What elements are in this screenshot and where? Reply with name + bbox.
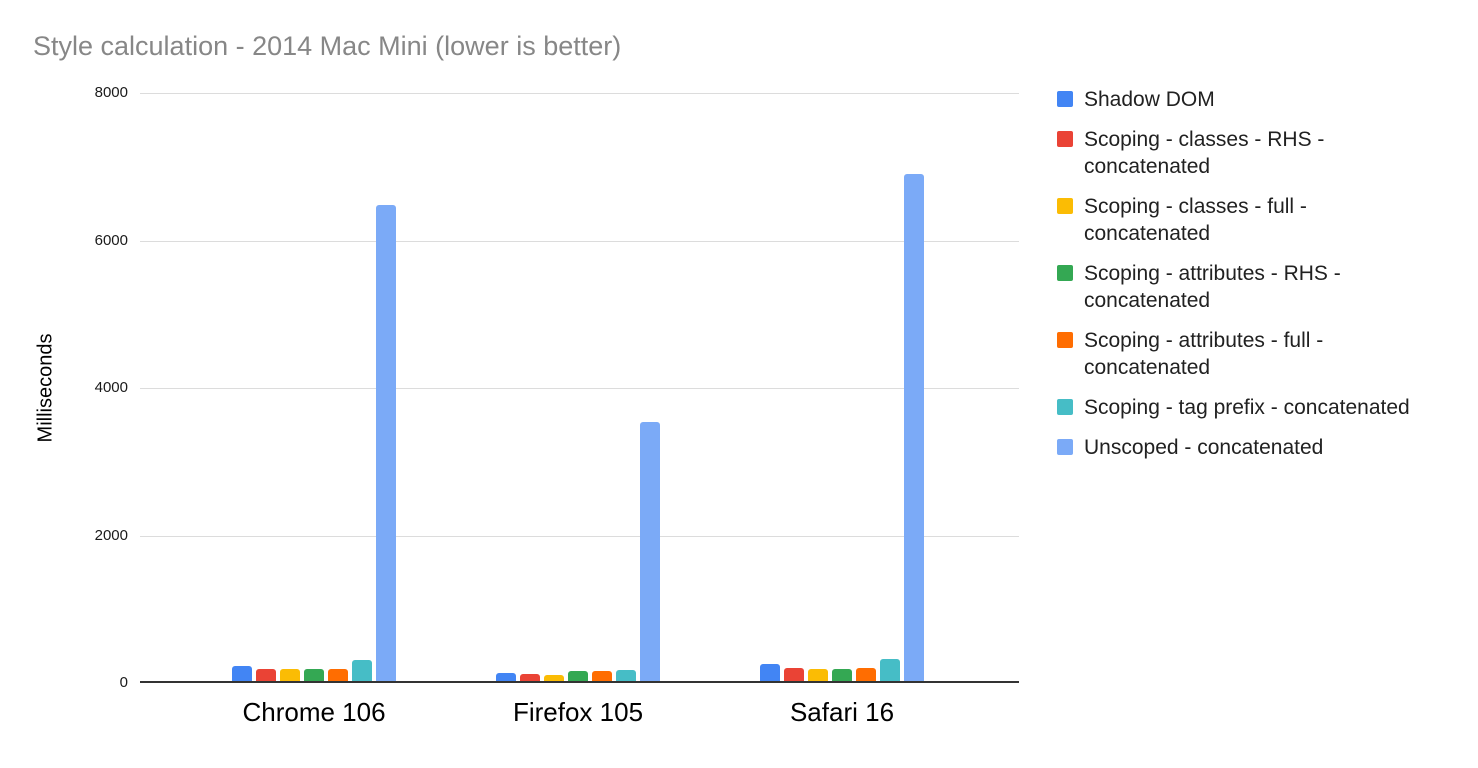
gridline-8000 <box>140 93 1019 94</box>
bar[interactable] <box>592 671 612 681</box>
bar[interactable] <box>640 422 660 681</box>
legend-swatch-icon <box>1057 91 1073 107</box>
plot-area <box>140 93 1019 683</box>
y-tick-label-0: 0 <box>119 674 128 691</box>
bar[interactable] <box>376 205 396 681</box>
legend-label: Scoping - tag prefix - concatenated <box>1084 396 1410 419</box>
legend-item-4[interactable]: Scoping - attributes - full - concatenat… <box>1057 327 1457 381</box>
bar[interactable] <box>544 675 564 681</box>
legend-item-2[interactable]: Scoping - classes - full - concatenated <box>1057 193 1457 247</box>
x-axis-label-safari-16: Safari 16 <box>789 697 895 727</box>
legend-item-1[interactable]: Scoping - classes - RHS - concatenated <box>1057 126 1457 180</box>
bar[interactable] <box>352 660 372 681</box>
legend-item-5[interactable]: Scoping - tag prefix - concatenated <box>1057 394 1457 421</box>
bar[interactable] <box>760 664 780 681</box>
bar[interactable] <box>784 668 804 681</box>
bar[interactable] <box>808 669 828 681</box>
bar[interactable] <box>880 659 900 681</box>
y-tick-label-6000: 6000 <box>94 232 128 249</box>
legend-label: Scoping - classes - full - concatenated <box>1084 195 1307 245</box>
legend-swatch-icon <box>1057 439 1073 455</box>
bar-group-firefox-105 <box>496 422 660 681</box>
y-tick-label-8000: 8000 <box>94 84 128 101</box>
legend-label: Unscoped - concatenated <box>1084 436 1324 459</box>
legend-swatch-icon <box>1057 332 1073 348</box>
bar[interactable] <box>304 669 324 681</box>
x-axis-baseline <box>140 681 1019 683</box>
legend-item-0[interactable]: Shadow DOM <box>1057 86 1457 113</box>
legend: Shadow DOM Scoping - classes - RHS - conc… <box>1057 86 1457 461</box>
bar-group-safari-16 <box>760 174 924 681</box>
bar[interactable] <box>280 669 300 681</box>
bar[interactable] <box>568 671 588 681</box>
y-axis-title: Milliseconds <box>34 333 57 443</box>
legend-swatch-icon <box>1057 198 1073 214</box>
legend-swatch-icon <box>1057 131 1073 147</box>
legend-item-6[interactable]: Unscoped - concatenated <box>1057 434 1457 461</box>
legend-swatch-icon <box>1057 265 1073 281</box>
bar[interactable] <box>904 174 924 681</box>
legend-item-3[interactable]: Scoping - attributes - RHS - concatenate… <box>1057 260 1457 314</box>
gridline-2000 <box>140 536 1019 537</box>
legend-label: Shadow DOM <box>1084 88 1215 111</box>
y-tick-label-4000: 4000 <box>94 379 128 396</box>
bar[interactable] <box>520 674 540 681</box>
bar[interactable] <box>232 666 252 681</box>
gridline-4000 <box>140 388 1019 389</box>
y-tick-label-2000: 2000 <box>94 527 128 544</box>
bar[interactable] <box>616 670 636 681</box>
chart-title: Style calculation - 2014 Mac Mini (lower… <box>33 31 622 61</box>
bar-group-chrome-106 <box>232 205 396 681</box>
gridline-6000 <box>140 241 1019 242</box>
x-axis-label-chrome-106: Chrome 106 <box>242 697 386 727</box>
legend-label: Scoping - attributes - full - concatenat… <box>1084 329 1324 379</box>
legend-label: Scoping - attributes - RHS - concatenate… <box>1084 262 1341 312</box>
bar[interactable] <box>496 673 516 681</box>
bar[interactable] <box>856 668 876 681</box>
x-axis-label-firefox-105: Firefox 105 <box>512 697 644 727</box>
bar[interactable] <box>832 669 852 681</box>
bar[interactable] <box>256 669 276 681</box>
legend-swatch-icon <box>1057 399 1073 415</box>
bar[interactable] <box>328 669 348 681</box>
legend-label: Scoping - classes - RHS - concatenated <box>1084 128 1325 178</box>
